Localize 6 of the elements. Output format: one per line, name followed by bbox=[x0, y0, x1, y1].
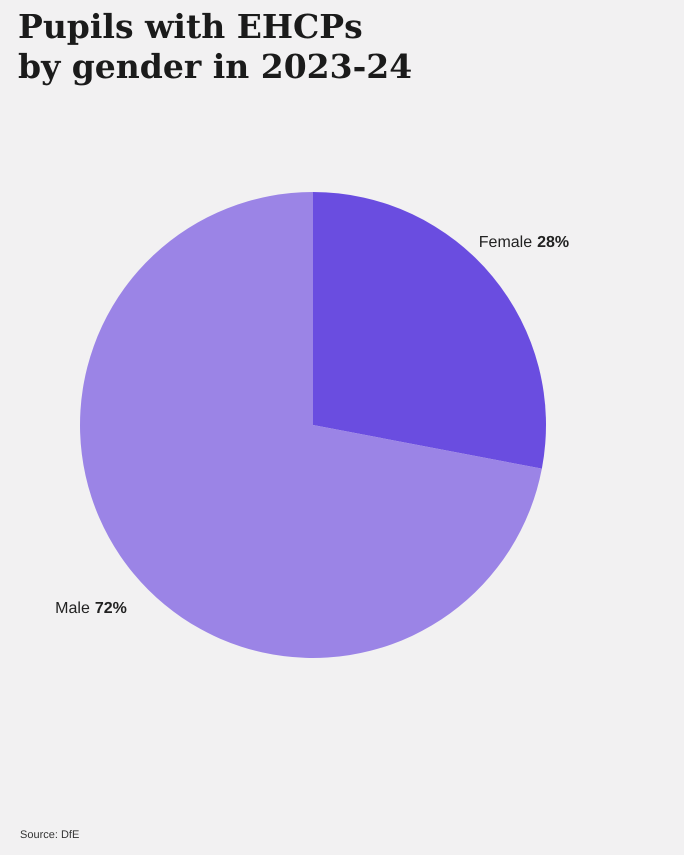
slice-label: Male bbox=[55, 600, 90, 617]
chart-title: Pupils with EHCPs by gender in 2023-24 bbox=[18, 7, 412, 86]
data-label: 28% bbox=[537, 234, 570, 252]
source-note: Source: DfE bbox=[20, 829, 80, 841]
data-label: 72% bbox=[94, 600, 127, 617]
slice-label: Female bbox=[478, 234, 532, 252]
